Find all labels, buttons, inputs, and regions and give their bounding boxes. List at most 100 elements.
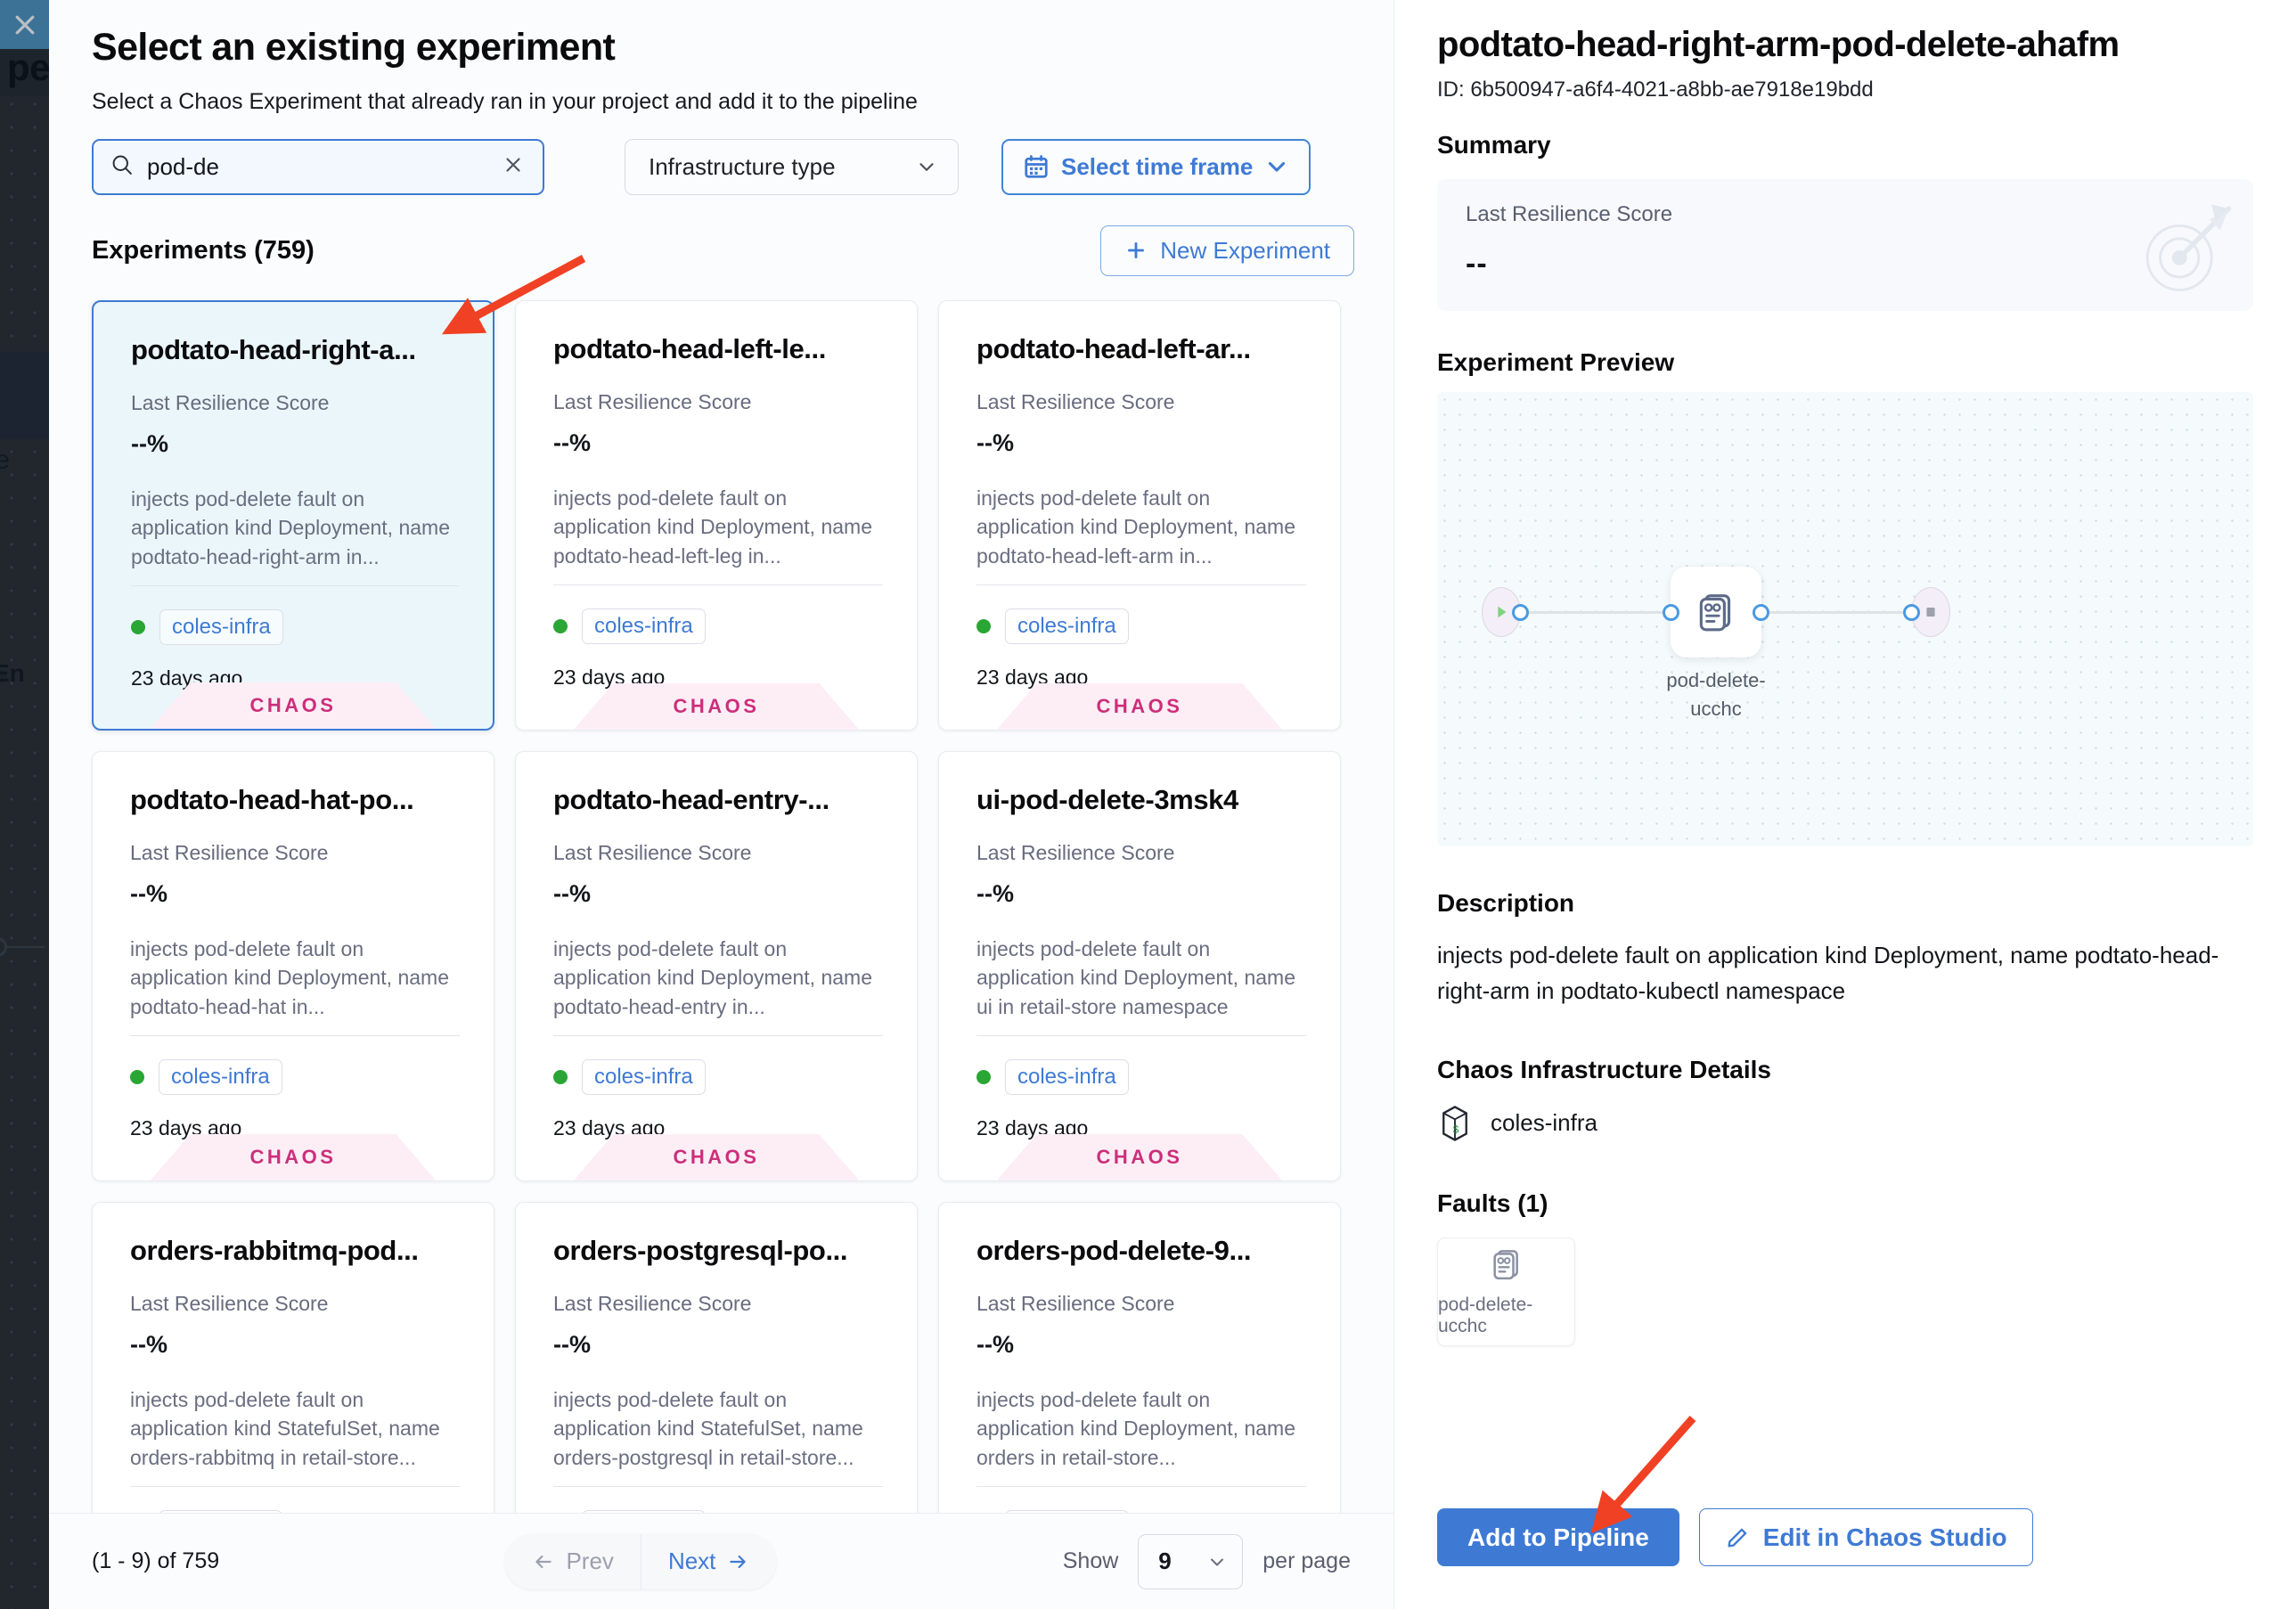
card-infrastructure: coles-infra <box>976 1058 1306 1095</box>
page-range-label: (1 - 9) of 759 <box>92 1548 220 1573</box>
card-score-value: --% <box>130 1330 168 1358</box>
per-page-control: Show 9 per page <box>1062 1533 1351 1589</box>
new-experiment-button[interactable]: New Experiment <box>1100 225 1354 276</box>
summary-heading: Summary <box>1437 131 1551 159</box>
background-wire <box>0 946 45 948</box>
experiment-card-title: podtato-head-left-ar... <box>976 332 1251 364</box>
experiment-card[interactable]: podtato-head-left-le... Last Resilience S… <box>515 299 918 731</box>
detail-id: ID: 6b500947-a6f4-4021-a8bb-ae7918e19bdd <box>1437 78 1874 102</box>
experiment-card[interactable]: podtato-head-hat-po... Last Resilience Sc… <box>92 750 494 1181</box>
infrastructure-chip[interactable]: coles-infra <box>582 608 706 644</box>
summary-card: Last Resilience Score -- <box>1437 179 2253 311</box>
card-description: injects pod-delete fault on application … <box>130 1385 460 1487</box>
card-infrastructure: coles-infra <box>131 608 459 645</box>
chaos-badge: CHAOS <box>997 682 1282 730</box>
card-score-label: Last Resilience Score <box>976 389 1175 413</box>
infrastructure-type-select[interactable]: Infrastructure type <box>625 138 959 195</box>
card-description: injects pod-delete fault on application … <box>976 1385 1306 1487</box>
fault-tile[interactable]: pod-delete-ucchc <box>1437 1237 1575 1346</box>
select-time-frame-button[interactable]: Select time frame <box>1001 138 1311 195</box>
card-description: injects pod-delete fault on application … <box>976 484 1306 585</box>
summary-score-label: Last Resilience Score <box>1466 202 1673 226</box>
close-button[interactable] <box>0 0 49 49</box>
experiment-card[interactable]: ui-pod-delete-3msk4 Last Resilience Score… <box>938 750 1341 1181</box>
arrow-left-icon <box>535 1555 552 1568</box>
detail-actions: Add to Pipeline Edit in Chaos Studio <box>1437 1508 2033 1566</box>
experiment-flow: pod-delete-ucchc <box>1482 567 1950 720</box>
add-to-pipeline-button[interactable]: Add to Pipeline <box>1437 1508 1679 1566</box>
summary-score-value: -- <box>1466 247 1488 281</box>
pod-delete-fault-icon <box>1699 594 1731 632</box>
infrastructure-chip[interactable]: coles-infra <box>159 608 283 645</box>
experiment-card-title: podtato-head-hat-po... <box>130 783 414 815</box>
experiment-card-title: orders-rabbitmq-pod... <box>130 1234 419 1266</box>
chevron-down-icon <box>1269 162 1286 172</box>
chaos-badge: CHAOS <box>151 682 436 729</box>
pagination-bar: (1 - 9) of 759 Prev Next <box>49 1513 1393 1609</box>
page-subtitle: Select a Chaos Experiment that already r… <box>92 88 918 114</box>
infrastructure-chip[interactable]: coles-infra <box>159 1058 282 1095</box>
experiment-card-title: podtato-head-right-a... <box>131 333 416 365</box>
faults-heading: Faults (1) <box>1437 1188 1548 1217</box>
next-page-button[interactable]: Next <box>640 1533 776 1589</box>
fault-tile-label: pod-delete-ucchc <box>1438 1294 1533 1336</box>
filter-row: Infrastructure type <box>92 138 1354 195</box>
kubernetes-cube-icon: $ <box>1442 1105 1467 1141</box>
infrastructure-type-label: Infrastructure type <box>649 152 836 180</box>
per-page-label: per page <box>1262 1548 1351 1573</box>
select-experiment-modal: Select an existing experiment Select a C… <box>49 0 2296 1609</box>
card-score-value: --% <box>976 879 1014 907</box>
show-label: Show <box>1062 1548 1119 1573</box>
experiment-card[interactable]: podtato-head-entry-... Last Resilience Sc… <box>515 750 918 1181</box>
chaos-badge-label: CHAOS <box>673 694 760 717</box>
status-dot <box>130 1069 144 1084</box>
infrastructure-chip[interactable]: coles-infra <box>1005 608 1129 644</box>
detail-title: podtato-head-right-arm-pod-delete-ahafm <box>1437 25 2120 64</box>
fault-node[interactable]: pod-delete-ucchc <box>1666 567 1766 720</box>
arrow-right-icon <box>730 1555 747 1568</box>
chaos-badge-label: CHAOS <box>1096 1145 1183 1168</box>
card-description: injects pod-delete fault on application … <box>553 935 883 1036</box>
experiment-card-grid: podtato-head-right-a... Last Resilience S… <box>92 299 1354 1609</box>
infrastructure-chip[interactable]: coles-infra <box>582 1058 706 1095</box>
experiment-preview-canvas[interactable]: pod-delete-ucchc <box>1437 392 2253 846</box>
prev-page-button[interactable]: Prev <box>505 1534 640 1589</box>
select-time-frame-label: Select time frame <box>1061 152 1254 180</box>
per-page-value: 9 <box>1158 1548 1172 1574</box>
experiment-card[interactable]: podtato-head-right-a... Last Resilience S… <box>92 299 494 731</box>
background-wire-knob <box>0 937 7 957</box>
experiment-list-pane: Select an existing experiment Select a C… <box>49 0 1393 1609</box>
per-page-select[interactable]: 9 <box>1138 1533 1244 1589</box>
card-score-value: --% <box>976 429 1014 456</box>
search-box[interactable] <box>92 138 544 195</box>
background-label-fragment-1: te <box>0 445 11 475</box>
status-dot <box>976 1069 991 1084</box>
experiments-header-row: Experiments (759) New Experiment <box>92 225 1354 276</box>
card-score-value: --% <box>131 429 168 457</box>
new-experiment-label: New Experiment <box>1160 236 1330 264</box>
experiment-card[interactable]: podtato-head-left-ar... Last Resilience S… <box>938 299 1341 731</box>
status-dot <box>553 1069 568 1084</box>
experiments-count-heading: Experiments (759) <box>92 235 315 265</box>
edit-in-chaos-studio-button[interactable]: Edit in Chaos Studio <box>1698 1508 2033 1566</box>
next-page-label: Next <box>667 1548 716 1574</box>
card-infrastructure: coles-infra <box>553 608 883 644</box>
pencil-icon <box>1728 1528 1747 1547</box>
card-score-label: Last Resilience Score <box>131 390 330 414</box>
card-score-value: --% <box>130 879 168 907</box>
infrastructure-chip[interactable]: coles-infra <box>1005 1058 1129 1095</box>
chaos-badge-label: CHAOS <box>1096 694 1183 717</box>
svg-text:$: $ <box>1453 1124 1459 1136</box>
card-infrastructure: coles-infra <box>976 608 1306 644</box>
experiment-preview-heading: Experiment Preview <box>1437 348 1675 376</box>
experiment-card-title: podtato-head-left-le... <box>553 332 826 364</box>
chaos-badge-label: CHAOS <box>673 1145 760 1168</box>
page-title: Select an existing experiment <box>92 26 616 69</box>
background-dot <box>0 670 7 682</box>
search-input[interactable] <box>147 152 500 181</box>
flow-connector-line <box>1520 610 1671 614</box>
experiment-card-title: podtato-head-entry-... <box>553 783 829 815</box>
clear-search-icon[interactable] <box>500 153 527 181</box>
card-description: injects pod-delete fault on application … <box>553 1385 883 1487</box>
